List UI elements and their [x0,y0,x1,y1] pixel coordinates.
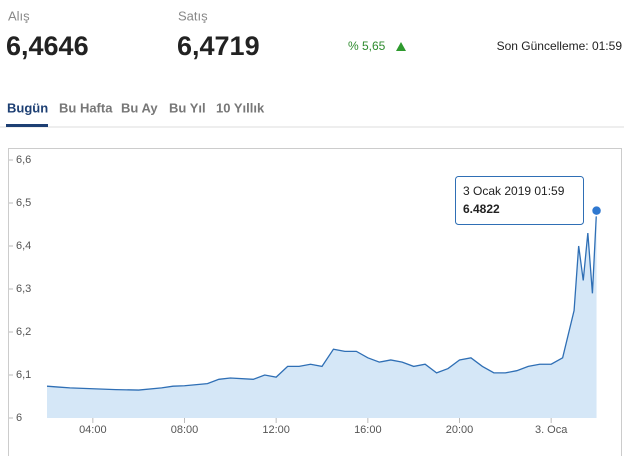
last-update: Son Güncelleme: 01:59 [497,39,623,53]
tab[interactable]: Bu Hafta [59,100,113,115]
x-tick-label: 12:00 [262,424,290,436]
tooltip-value: 6.4822 [463,202,500,216]
y-tick-label: 6,2 [16,326,31,338]
y-tick-label: 6,1 [16,369,31,381]
y-tick-label: 6,4 [16,240,31,252]
sell-value: 6,4719 [177,31,260,61]
x-tick-label: 3. Oca [535,424,568,436]
y-tick-label: 6 [16,412,22,424]
y-tick-label: 6,6 [16,154,31,166]
chart-frame [8,148,622,461]
y-tick-label: 6,3 [16,283,31,295]
change: % 5,65 [348,39,386,53]
tooltip-title: 3 Ocak 2019 01:59 [463,184,565,198]
buy-value: 6,4646 [6,31,89,61]
y-tick-label: 6,5 [16,197,31,209]
x-tick-label: 20:00 [446,424,474,436]
buy-label: Alış [8,8,30,23]
tooltip-box [455,176,584,225]
up-arrow [396,42,406,51]
line [46,210,598,391]
area-fill [47,210,597,418]
x-tick-label: 08:00 [171,424,199,436]
x-tick-label: 16:00 [354,424,382,436]
tooltip: 3 Ocak 2019 01:59 6.4822 [455,176,584,225]
tab[interactable]: Bu Yıl [169,100,206,115]
tab[interactable]: Bu Ay [121,100,158,115]
last-point [590,204,603,217]
sell-label: Satış [178,8,208,23]
active-tab-underline [6,124,48,127]
x-tick-label: 04:00 [79,424,107,436]
tab[interactable]: 10 Yıllık [216,100,265,115]
tab[interactable]: Bugün [7,100,48,115]
